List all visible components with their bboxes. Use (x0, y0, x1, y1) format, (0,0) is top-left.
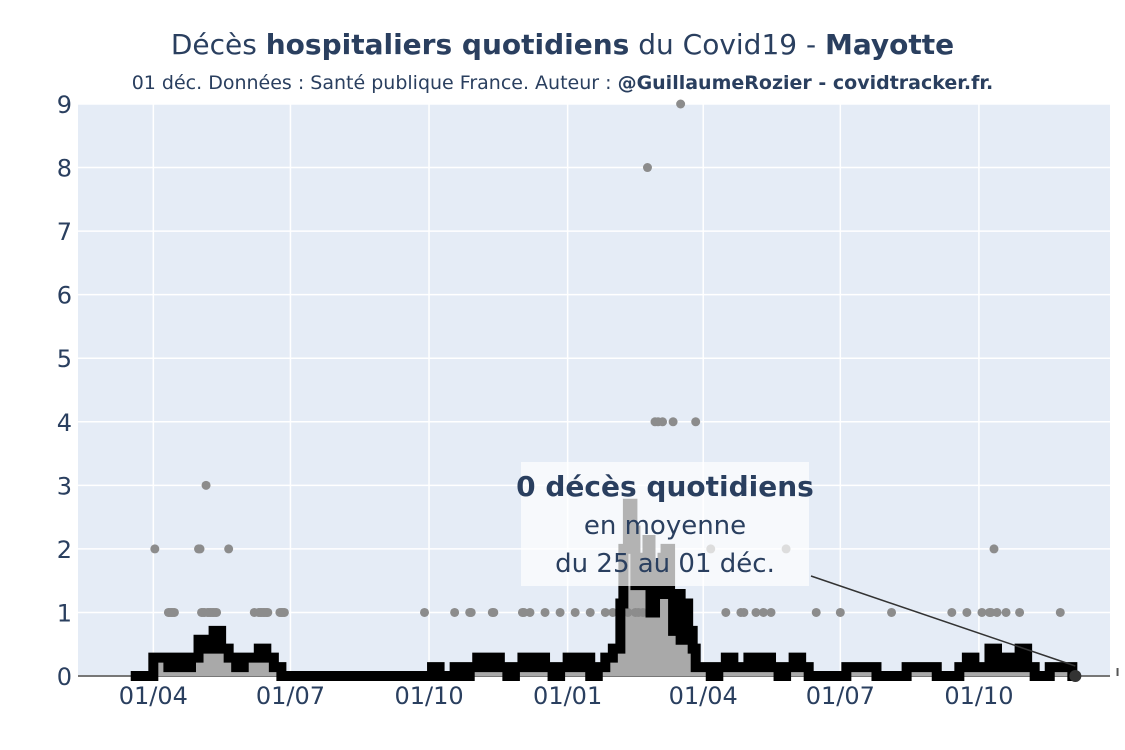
daily-point (751, 607, 761, 617)
daily-point (691, 417, 701, 427)
daily-point (1015, 607, 1025, 617)
daily-point (570, 607, 580, 617)
plot-area (78, 104, 1110, 676)
daily-point (195, 544, 205, 554)
y-tick-label: 3 (57, 472, 72, 500)
title-part-2: du Covid19 - (629, 28, 825, 61)
subtitle-bold: @GuillaumeRozier - covidtracker.fr. (617, 72, 994, 94)
daily-point (150, 544, 160, 554)
daily-point (989, 544, 999, 554)
title-bold-1: hospitaliers quotidiens (265, 28, 630, 61)
daily-point (947, 607, 957, 617)
chart-title: Décès hospitaliers quotidiens du Covid19… (0, 28, 1125, 61)
daily-point (1001, 607, 1011, 617)
daily-point (555, 607, 565, 617)
daily-point (766, 607, 776, 617)
y-tick-label: 4 (57, 409, 72, 437)
daily-point (811, 607, 821, 617)
daily-point (466, 607, 476, 617)
x-tick-label: 01/01 (533, 682, 602, 710)
daily-point (525, 607, 535, 617)
last-point-marker (1069, 670, 1082, 682)
subtitle-part-1: 01 déc. Données : Santé publique France.… (131, 72, 618, 94)
x-tick-label: 01/04 (669, 682, 738, 710)
daily-point (279, 607, 289, 617)
daily-point (721, 607, 731, 617)
annotation-line-3: du 25 au 01 déc. (555, 549, 775, 579)
daily-point (608, 607, 618, 617)
daily-point (977, 607, 987, 617)
x-tick-label: 01/07 (806, 682, 875, 710)
x-tick-label: 01/10 (944, 682, 1013, 710)
x-tick-label: 01/04 (119, 682, 188, 710)
annotation-line-2: en moyenne (584, 511, 746, 541)
daily-point (642, 163, 652, 173)
y-tick-label: 5 (57, 345, 72, 373)
x-tick-label: 01/10 (394, 682, 463, 710)
daily-point (489, 607, 499, 617)
y-tick-label: 6 (57, 282, 72, 310)
daily-point (169, 607, 179, 617)
daily-point (887, 607, 897, 617)
daily-point (263, 607, 273, 617)
daily-point (1055, 607, 1065, 617)
daily-point (420, 607, 430, 617)
daily-point (758, 607, 768, 617)
daily-point (201, 480, 211, 490)
daily-point (623, 607, 633, 617)
title-part-1: Décès (170, 28, 266, 61)
y-tick-label: 7 (57, 218, 72, 246)
daily-point (540, 607, 550, 617)
x-tick-label: 01/07 (256, 682, 325, 710)
y-tick-label: 2 (57, 536, 72, 564)
daily-point (585, 607, 595, 617)
daily-point (658, 417, 668, 427)
daily-point (638, 607, 648, 617)
daily-point (676, 99, 686, 109)
daily-point (668, 417, 678, 427)
annotation-arrow (810, 575, 1076, 667)
daily-point (212, 607, 222, 617)
daily-point (835, 607, 845, 617)
y-tick-label: 8 (57, 155, 72, 183)
daily-point (600, 607, 610, 617)
chart-subtitle: 01 déc. Données : Santé publique France.… (0, 72, 1125, 94)
annotation-line-1: 0 décès quotidiens (516, 470, 814, 503)
daily-point (450, 607, 460, 617)
title-bold-2: Mayotte (825, 28, 955, 61)
daily-point (224, 544, 234, 554)
annotation-box (521, 462, 809, 586)
daily-point (739, 607, 749, 617)
daily-point (962, 607, 972, 617)
y-tick-label: 0 (57, 663, 72, 691)
y-tick-label: 9 (57, 91, 72, 119)
daily-point (992, 607, 1002, 617)
y-tick-label: 1 (57, 599, 72, 627)
